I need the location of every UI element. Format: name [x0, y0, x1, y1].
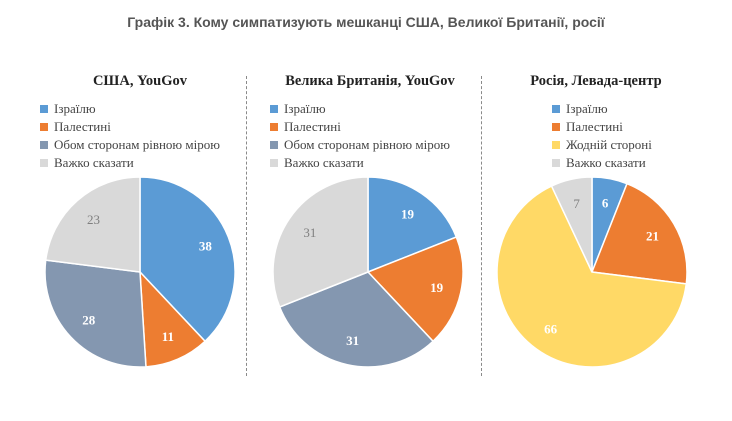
pie-slice — [496, 185, 688, 368]
legend-item: Палестині — [40, 118, 240, 136]
pie-title: Велика Британія, YouGov — [285, 73, 455, 89]
pie-data-label: 11 — [162, 329, 174, 344]
legend-swatch — [270, 141, 278, 149]
legend-label: Обом сторонам рівною мірою — [54, 137, 220, 152]
legend-label: Ізраїлю — [284, 101, 326, 116]
pie-data-label: 38 — [199, 239, 213, 254]
legend-swatch — [270, 123, 278, 131]
chart-main-title: Графік 3. Кому симпатизують мешканці США… — [127, 14, 605, 30]
pie-slice — [278, 271, 435, 368]
legend-swatch — [40, 123, 48, 131]
legend-item: Ізраїлю — [40, 100, 240, 118]
pie-title: Росія, Левада-центр — [530, 73, 662, 89]
pie-panel-russia: Росія, Левада-центр Ізраїлю Палестині Жо… — [496, 72, 696, 382]
pie-data-label: 19 — [430, 280, 444, 295]
legend-swatch — [40, 159, 48, 167]
legend-label: Важко сказати — [566, 155, 646, 170]
legend-swatch — [552, 105, 560, 113]
legend-swatch — [552, 123, 560, 131]
legend-label: Палестині — [54, 119, 111, 134]
legend-label: Важко сказати — [54, 155, 134, 170]
pie-data-label: 19 — [401, 206, 415, 221]
legend-item: Ізраїлю — [552, 100, 696, 118]
pie-chart-usa: 38 11 28 23 — [44, 176, 236, 368]
legend-item: Важко сказати — [552, 154, 696, 172]
pie-chart-uk: 19 19 31 31 — [272, 176, 464, 368]
legend-item: Обом сторонам рівною мірою — [40, 136, 240, 154]
legend-item: Важко сказати — [40, 154, 240, 172]
legend-label: Палестині — [566, 119, 623, 134]
pie-data-label: 66 — [544, 321, 558, 336]
pie-data-label: 7 — [573, 196, 580, 211]
legend-item: Ізраїлю — [270, 100, 470, 118]
pie-data-label: 28 — [82, 313, 96, 328]
pie-legend: Ізраїлю Палестині Жодній стороні Важко с… — [552, 100, 696, 172]
pie-chart-russia: 6 21 66 7 — [496, 176, 688, 368]
pie-slice — [366, 236, 464, 343]
pie-data-label: 31 — [346, 333, 359, 348]
panel-divider — [246, 76, 247, 376]
pie-data-label: 23 — [87, 212, 100, 227]
pie-data-label: 31 — [303, 225, 316, 240]
legend-label: Ізраїлю — [566, 101, 608, 116]
legend-label: Обом сторонам рівною мірою — [284, 137, 450, 152]
pie-slice — [272, 176, 369, 308]
legend-swatch — [270, 159, 278, 167]
pie-legend: Ізраїлю Палестині Обом сторонам рівною м… — [40, 100, 240, 172]
panel-divider — [481, 76, 482, 376]
legend-item: Палестині — [552, 118, 696, 136]
legend-item: Обом сторонам рівною мірою — [270, 136, 470, 154]
legend-item: Важко сказати — [270, 154, 470, 172]
legend-label: Палестині — [284, 119, 341, 134]
pie-legend: Ізраїлю Палестині Обом сторонам рівною м… — [270, 100, 470, 172]
pie-slice — [590, 182, 688, 285]
pie-slice — [139, 269, 207, 368]
legend-label: Жодній стороні — [566, 137, 652, 152]
pie-slice — [44, 176, 141, 273]
legend-swatch — [270, 105, 278, 113]
pie-slice — [550, 176, 593, 273]
legend-item: Жодній стороні — [552, 136, 696, 154]
legend-swatch — [40, 141, 48, 149]
pie-data-label: 21 — [646, 229, 659, 244]
legend-item: Палестині — [270, 118, 470, 136]
legend-swatch — [552, 159, 560, 167]
legend-swatch — [552, 141, 560, 149]
pie-slice — [367, 176, 458, 274]
legend-swatch — [40, 105, 48, 113]
pie-data-label: 6 — [602, 195, 609, 210]
legend-label: Важко сказати — [284, 155, 364, 170]
pie-panel-usa: США, YouGov Ізраїлю Палестині Обом сторо… — [40, 72, 240, 382]
pie-panel-uk: Велика Британія, YouGov Ізраїлю Палестин… — [270, 72, 470, 382]
pie-slice — [139, 176, 236, 343]
legend-label: Ізраїлю — [54, 101, 96, 116]
pie-title: США, YouGov — [92, 73, 188, 89]
pie-slice — [44, 259, 147, 368]
